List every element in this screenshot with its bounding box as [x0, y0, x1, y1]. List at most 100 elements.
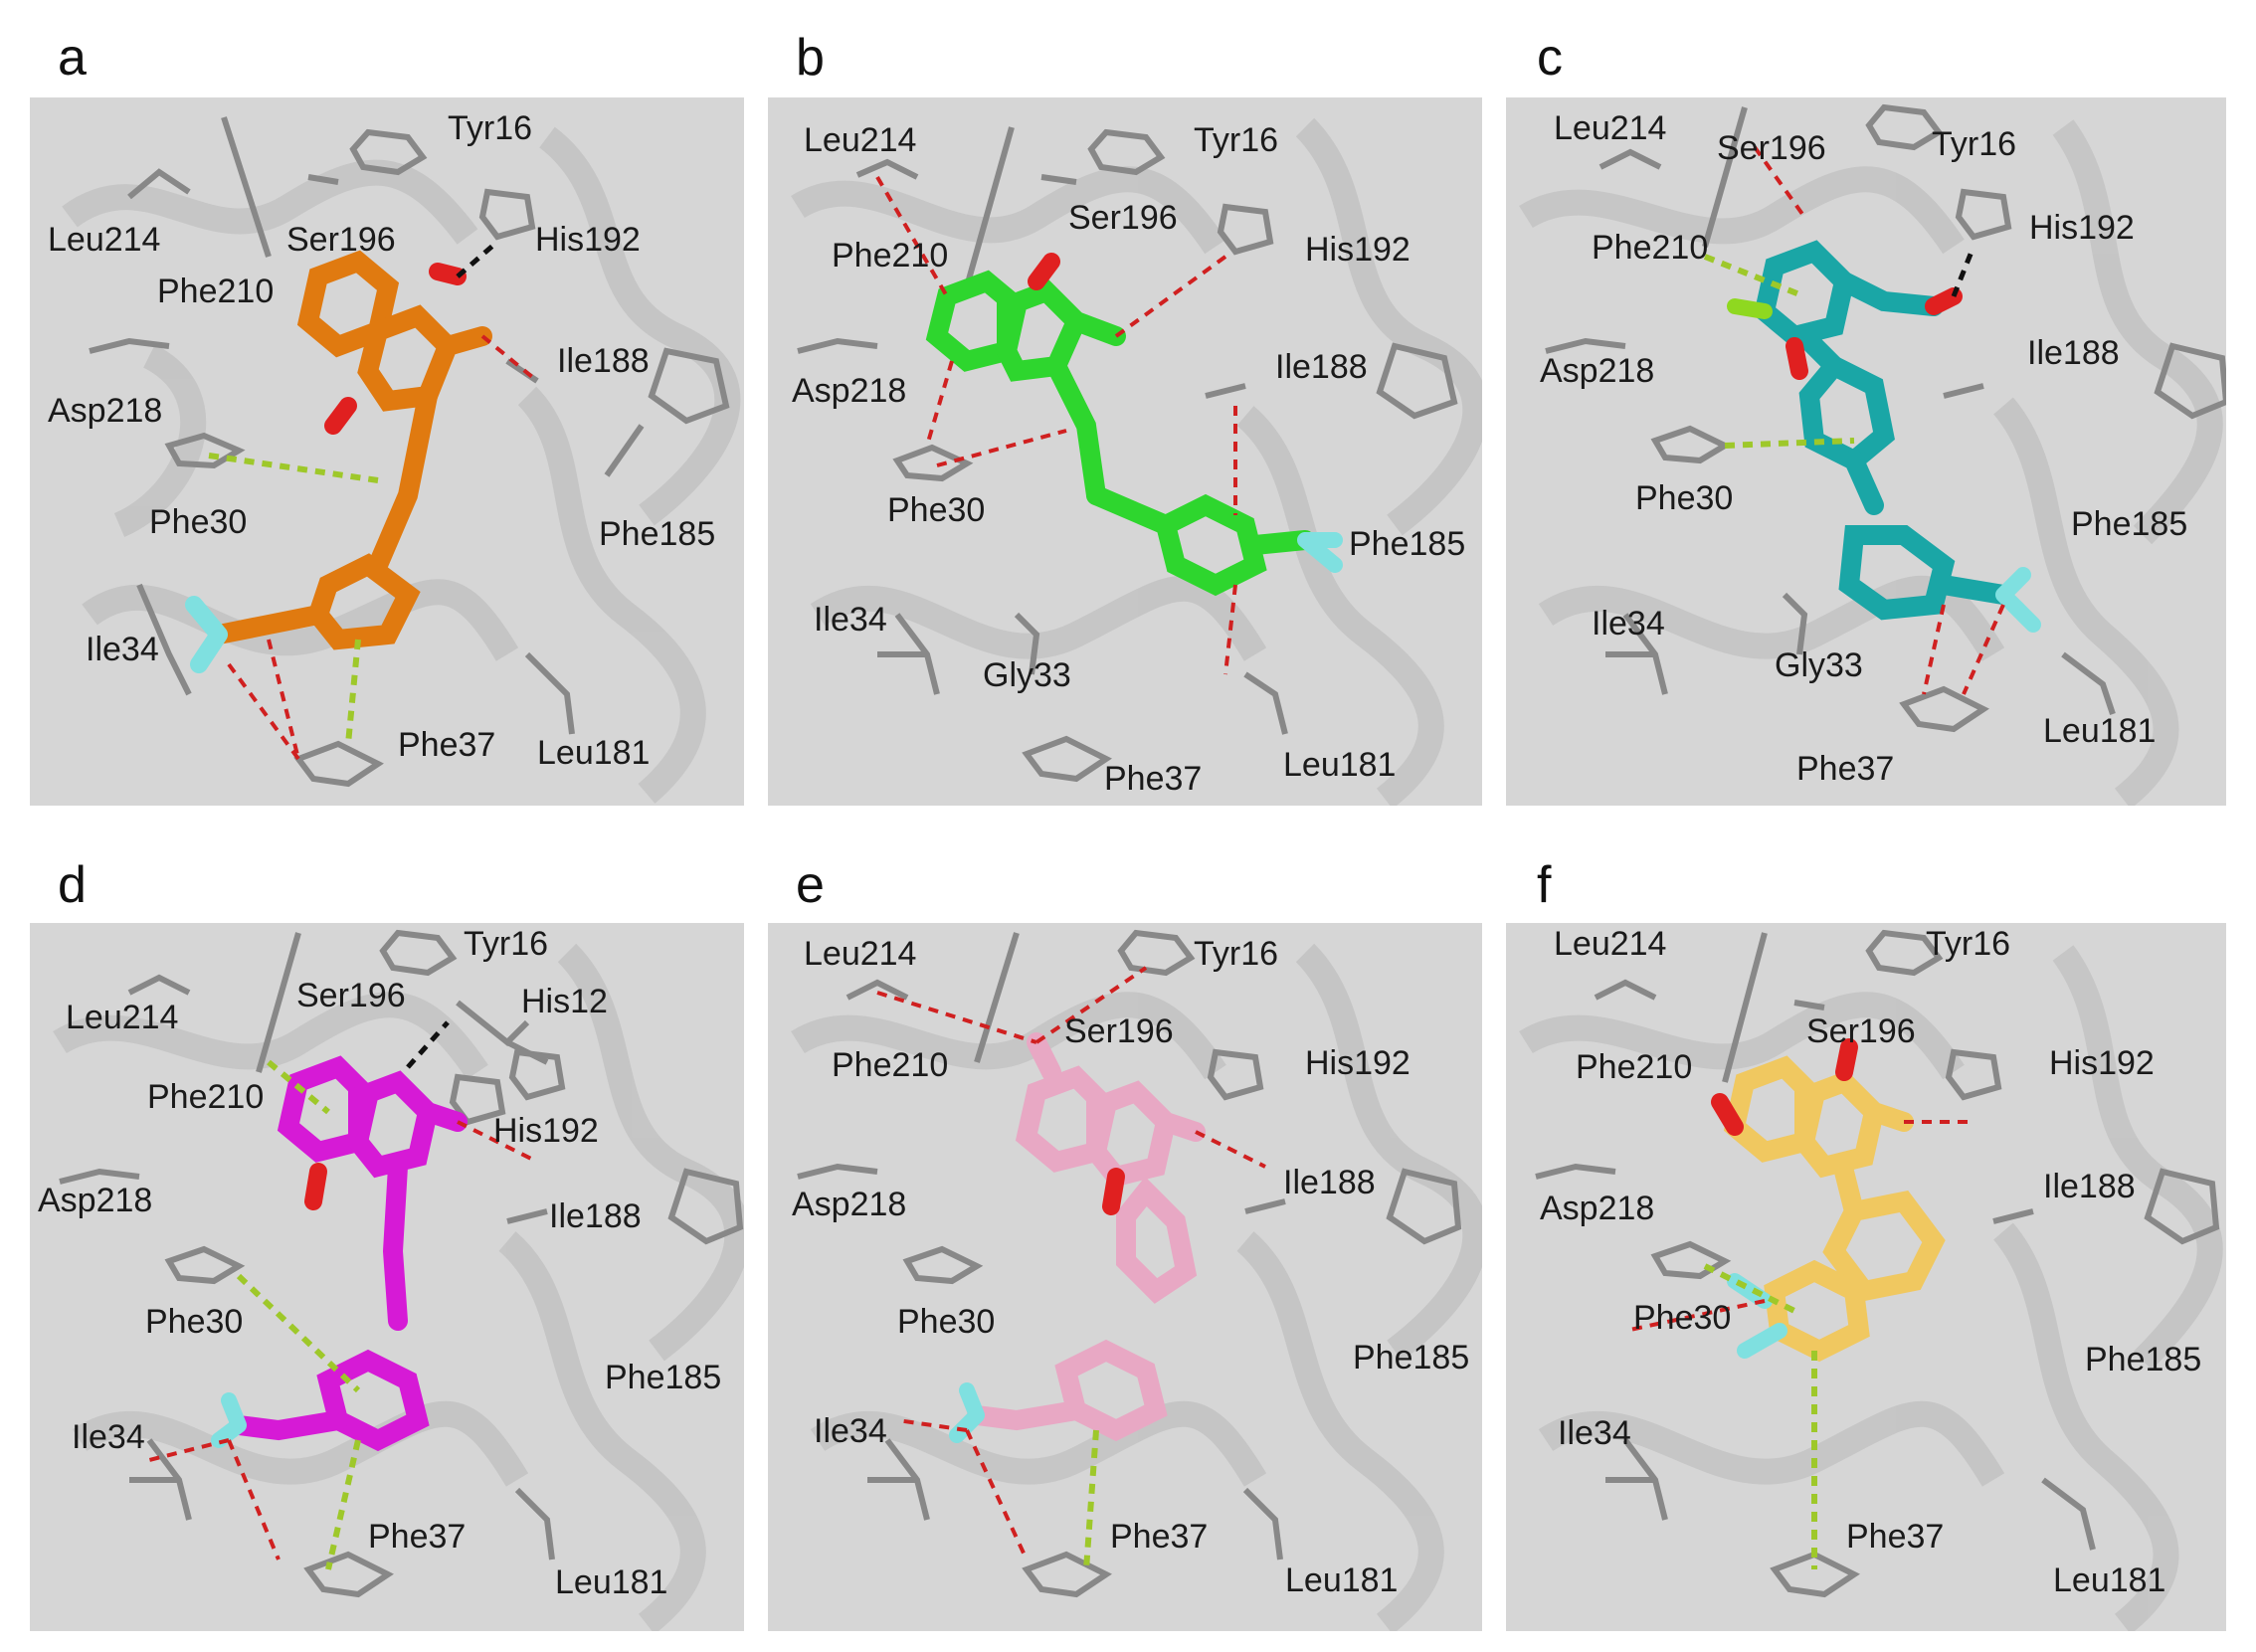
residue-sticks [1545, 103, 2226, 733]
residue-label-phe185: Phe185 [2085, 1341, 2202, 1378]
interaction-lines-e [876, 966, 1266, 1570]
residue-label-phe30: Phe30 [897, 1303, 996, 1341]
residue-label-phe210: Phe210 [832, 237, 949, 275]
residue-label-ile188: Ile188 [557, 342, 650, 380]
residue-label-phe37: Phe37 [398, 726, 496, 764]
panel-d: Tyr16 Ser196 His12 Leu214 Phe210 His192 … [30, 923, 744, 1631]
residue-label-phe210: Phe210 [1576, 1048, 1693, 1086]
residue-label-ile34: Ile34 [814, 601, 887, 639]
panel-letter-d: d [58, 856, 87, 914]
residue-sticks [797, 929, 1462, 1598]
panel-letter-b: b [796, 29, 825, 87]
panel-f: Leu214 Tyr16 Ser196 Phe210 His192 Ile188… [1506, 923, 2226, 1631]
residue-sticks [59, 929, 744, 1598]
residue-label-gly33: Gly33 [983, 656, 1071, 694]
residue-label-gly33: Gly33 [1775, 646, 1863, 684]
residue-label-ile188: Ile188 [2043, 1168, 2136, 1205]
interaction-lines-b [875, 175, 1237, 675]
residue-label-ser196: Ser196 [286, 221, 396, 259]
ligand-f [1711, 1038, 1946, 1363]
panel-b-scene [791, 117, 1482, 806]
panel-b: Leu214 Tyr16 Ser196 Phe210 His192 Ile188… [768, 97, 1482, 806]
residue-label-leu181: Leu181 [2043, 712, 2157, 750]
residue-label-phe210: Phe210 [147, 1078, 265, 1116]
residue-label-his192: His192 [493, 1112, 599, 1150]
protein-ribbons [791, 943, 1482, 1631]
panel-f-scene [1519, 929, 2223, 1631]
panel-letter-a: a [58, 29, 87, 87]
residue-label-his192: His192 [1305, 1044, 1410, 1082]
residue-label-phe185: Phe185 [1353, 1339, 1470, 1377]
residue-label-ile34: Ile34 [1592, 605, 1665, 642]
residue-label-his192: His192 [1305, 231, 1410, 269]
residue-label-leu181: Leu181 [537, 734, 651, 772]
residue-label-ser196: Ser196 [1717, 129, 1826, 167]
residue-label-tyr16: Tyr16 [448, 109, 533, 147]
ligand-c [1727, 240, 2041, 633]
residue-label-tyr16: Tyr16 [464, 925, 549, 963]
residue-label-phe30: Phe30 [887, 491, 986, 529]
panel-c-scene [1519, 103, 2226, 806]
residue-label-leu181: Leu181 [1283, 746, 1397, 784]
panel-letter-f: f [1537, 856, 1552, 914]
residue-sticks [1535, 929, 2220, 1598]
panel-c: Leu214 Ser196 Tyr16 His192 Phe210 Ile188… [1506, 97, 2226, 806]
residue-label-phe185: Phe185 [605, 1359, 722, 1396]
residue-label-phe37: Phe37 [368, 1518, 467, 1556]
residue-label-leu181: Leu181 [2053, 1561, 2166, 1599]
residue-label-asp218: Asp218 [1540, 1190, 1655, 1227]
residue-label-ser196: Ser196 [1806, 1012, 1916, 1050]
residue-label-ile188: Ile188 [1283, 1164, 1376, 1201]
residue-label-phe37: Phe37 [1846, 1518, 1945, 1556]
residue-label-asp218: Asp218 [1540, 352, 1655, 390]
interaction-lines-a [208, 240, 539, 761]
residue-label-leu214: Leu214 [1554, 925, 1667, 963]
residue-label-asp218: Asp218 [792, 1186, 907, 1223]
residue-label-ser196: Ser196 [296, 977, 406, 1014]
residue-label-leu214: Leu214 [66, 999, 179, 1036]
panel-a: Tyr16 Leu214 Ser196 His192 Phe210 Ile188… [30, 97, 744, 806]
residue-label-phe37: Phe37 [1104, 760, 1203, 798]
residue-label-phe30: Phe30 [145, 1303, 244, 1341]
residue-label-tyr16: Tyr16 [1926, 925, 2011, 963]
residue-label-ile188: Ile188 [549, 1197, 642, 1235]
residue-label-asp218: Asp218 [38, 1182, 153, 1219]
residue-label-ile34: Ile34 [1558, 1414, 1631, 1452]
residue-label-tyr16: Tyr16 [1194, 935, 1279, 973]
residue-label-his192: His192 [2029, 209, 2135, 247]
panel-a-scene [62, 116, 741, 804]
residue-label-ile188: Ile188 [1275, 348, 1368, 386]
residue-label-leu214: Leu214 [804, 121, 917, 159]
residue-label-phe185: Phe185 [599, 515, 716, 553]
residue-label-phe30: Phe30 [1635, 479, 1734, 517]
panel-letter-c: c [1537, 29, 1563, 87]
residue-label-ser196: Ser196 [1064, 1012, 1174, 1050]
residue-label-tyr16: Tyr16 [1194, 121, 1279, 159]
residue-label-his192: His192 [535, 221, 641, 259]
residue-label-leu181: Leu181 [1285, 1561, 1399, 1599]
residue-label-ile34: Ile34 [72, 1418, 145, 1456]
residue-label-phe210: Phe210 [832, 1046, 949, 1084]
panel-e-scene [791, 929, 1482, 1631]
panel-d-scene [53, 929, 744, 1631]
residue-label-leu214: Leu214 [1554, 109, 1667, 147]
residue-label-phe30: Phe30 [1633, 1299, 1732, 1337]
interaction-lines-d [148, 1020, 538, 1570]
residue-label-phe210: Phe210 [1592, 229, 1709, 267]
residue-label-phe37: Phe37 [1796, 750, 1895, 788]
ligand-a [185, 250, 492, 673]
residue-label-ile188: Ile188 [2027, 334, 2120, 372]
interaction-lines-c [1703, 145, 2005, 695]
residue-label-ile34: Ile34 [814, 1412, 887, 1450]
residue-label-phe185: Phe185 [1349, 525, 1466, 563]
residue-sticks [89, 116, 730, 788]
residue-label-tyr16: Tyr16 [1932, 125, 2017, 163]
interaction-lines-f [1624, 1120, 1974, 1569]
residue-label-asp218: Asp218 [48, 392, 163, 430]
residue-label-leu214: Leu214 [804, 935, 917, 973]
residue-label-phe30: Phe30 [149, 503, 248, 541]
residue-label-phe185: Phe185 [2071, 505, 2188, 543]
residue-label-leu214: Leu214 [48, 221, 161, 259]
ligand-b [925, 253, 1343, 597]
ligand-e [949, 1032, 1206, 1443]
